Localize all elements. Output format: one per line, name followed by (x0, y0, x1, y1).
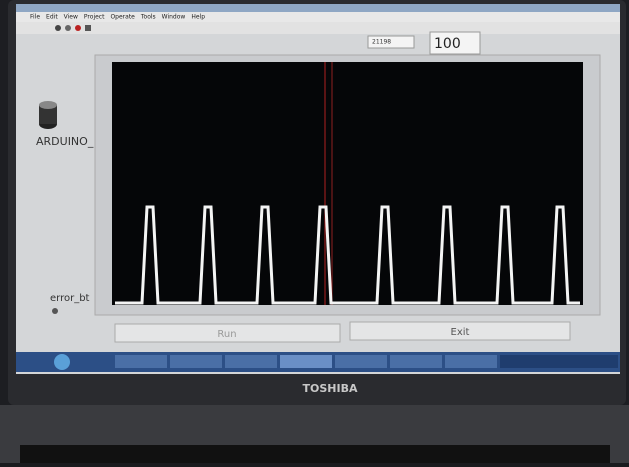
task-item[interactable] (335, 355, 387, 368)
error-led (52, 308, 58, 314)
menu-item[interactable]: Help (191, 14, 205, 21)
indicator-box (367, 35, 415, 49)
task-item[interactable] (390, 355, 442, 368)
numeric-value: 100 (434, 36, 461, 52)
device-label: ARDUINO_1 (36, 135, 100, 148)
task-item[interactable] (445, 355, 497, 368)
task-item[interactable] (280, 355, 332, 368)
continuous-icon[interactable] (65, 25, 71, 31)
menu: File Edit View Project Operate Tools Window Hel… (30, 14, 205, 21)
menu-item[interactable]: Project (84, 14, 105, 21)
menu-item[interactable]: Edit (46, 14, 58, 21)
error-label: error_bt (50, 293, 90, 304)
plot-area (112, 62, 583, 305)
waveform (115, 205, 580, 305)
run-label: Run (217, 329, 236, 340)
keyboard-keys (20, 445, 610, 463)
pause-icon[interactable] (85, 25, 91, 31)
device-icon-top (39, 101, 57, 109)
menu-bar (16, 12, 620, 22)
numeric-box[interactable] (429, 31, 481, 55)
menu-item[interactable]: Operate (110, 14, 135, 21)
exit-label: Exit (451, 327, 470, 338)
menu-item[interactable]: Window (162, 14, 186, 21)
start-button[interactable] (54, 354, 70, 370)
indicator-value: 21198 (372, 39, 391, 46)
task-item[interactable] (225, 355, 277, 368)
menu-item[interactable]: View (64, 14, 78, 21)
abort-icon[interactable] (75, 25, 81, 31)
brand-logo: TOSHIBA (303, 382, 358, 395)
system-tray (500, 355, 618, 368)
toolbar (16, 22, 620, 34)
exit-button[interactable] (349, 321, 571, 341)
menu-item[interactable]: Tools (140, 14, 156, 21)
device-icon-body (39, 105, 57, 124)
run-button[interactable] (114, 323, 341, 343)
task-item[interactable] (115, 355, 167, 368)
menu-item[interactable]: File (30, 14, 40, 21)
task-item[interactable] (170, 355, 222, 368)
title-bar (16, 4, 620, 12)
run-icon[interactable] (55, 25, 61, 31)
